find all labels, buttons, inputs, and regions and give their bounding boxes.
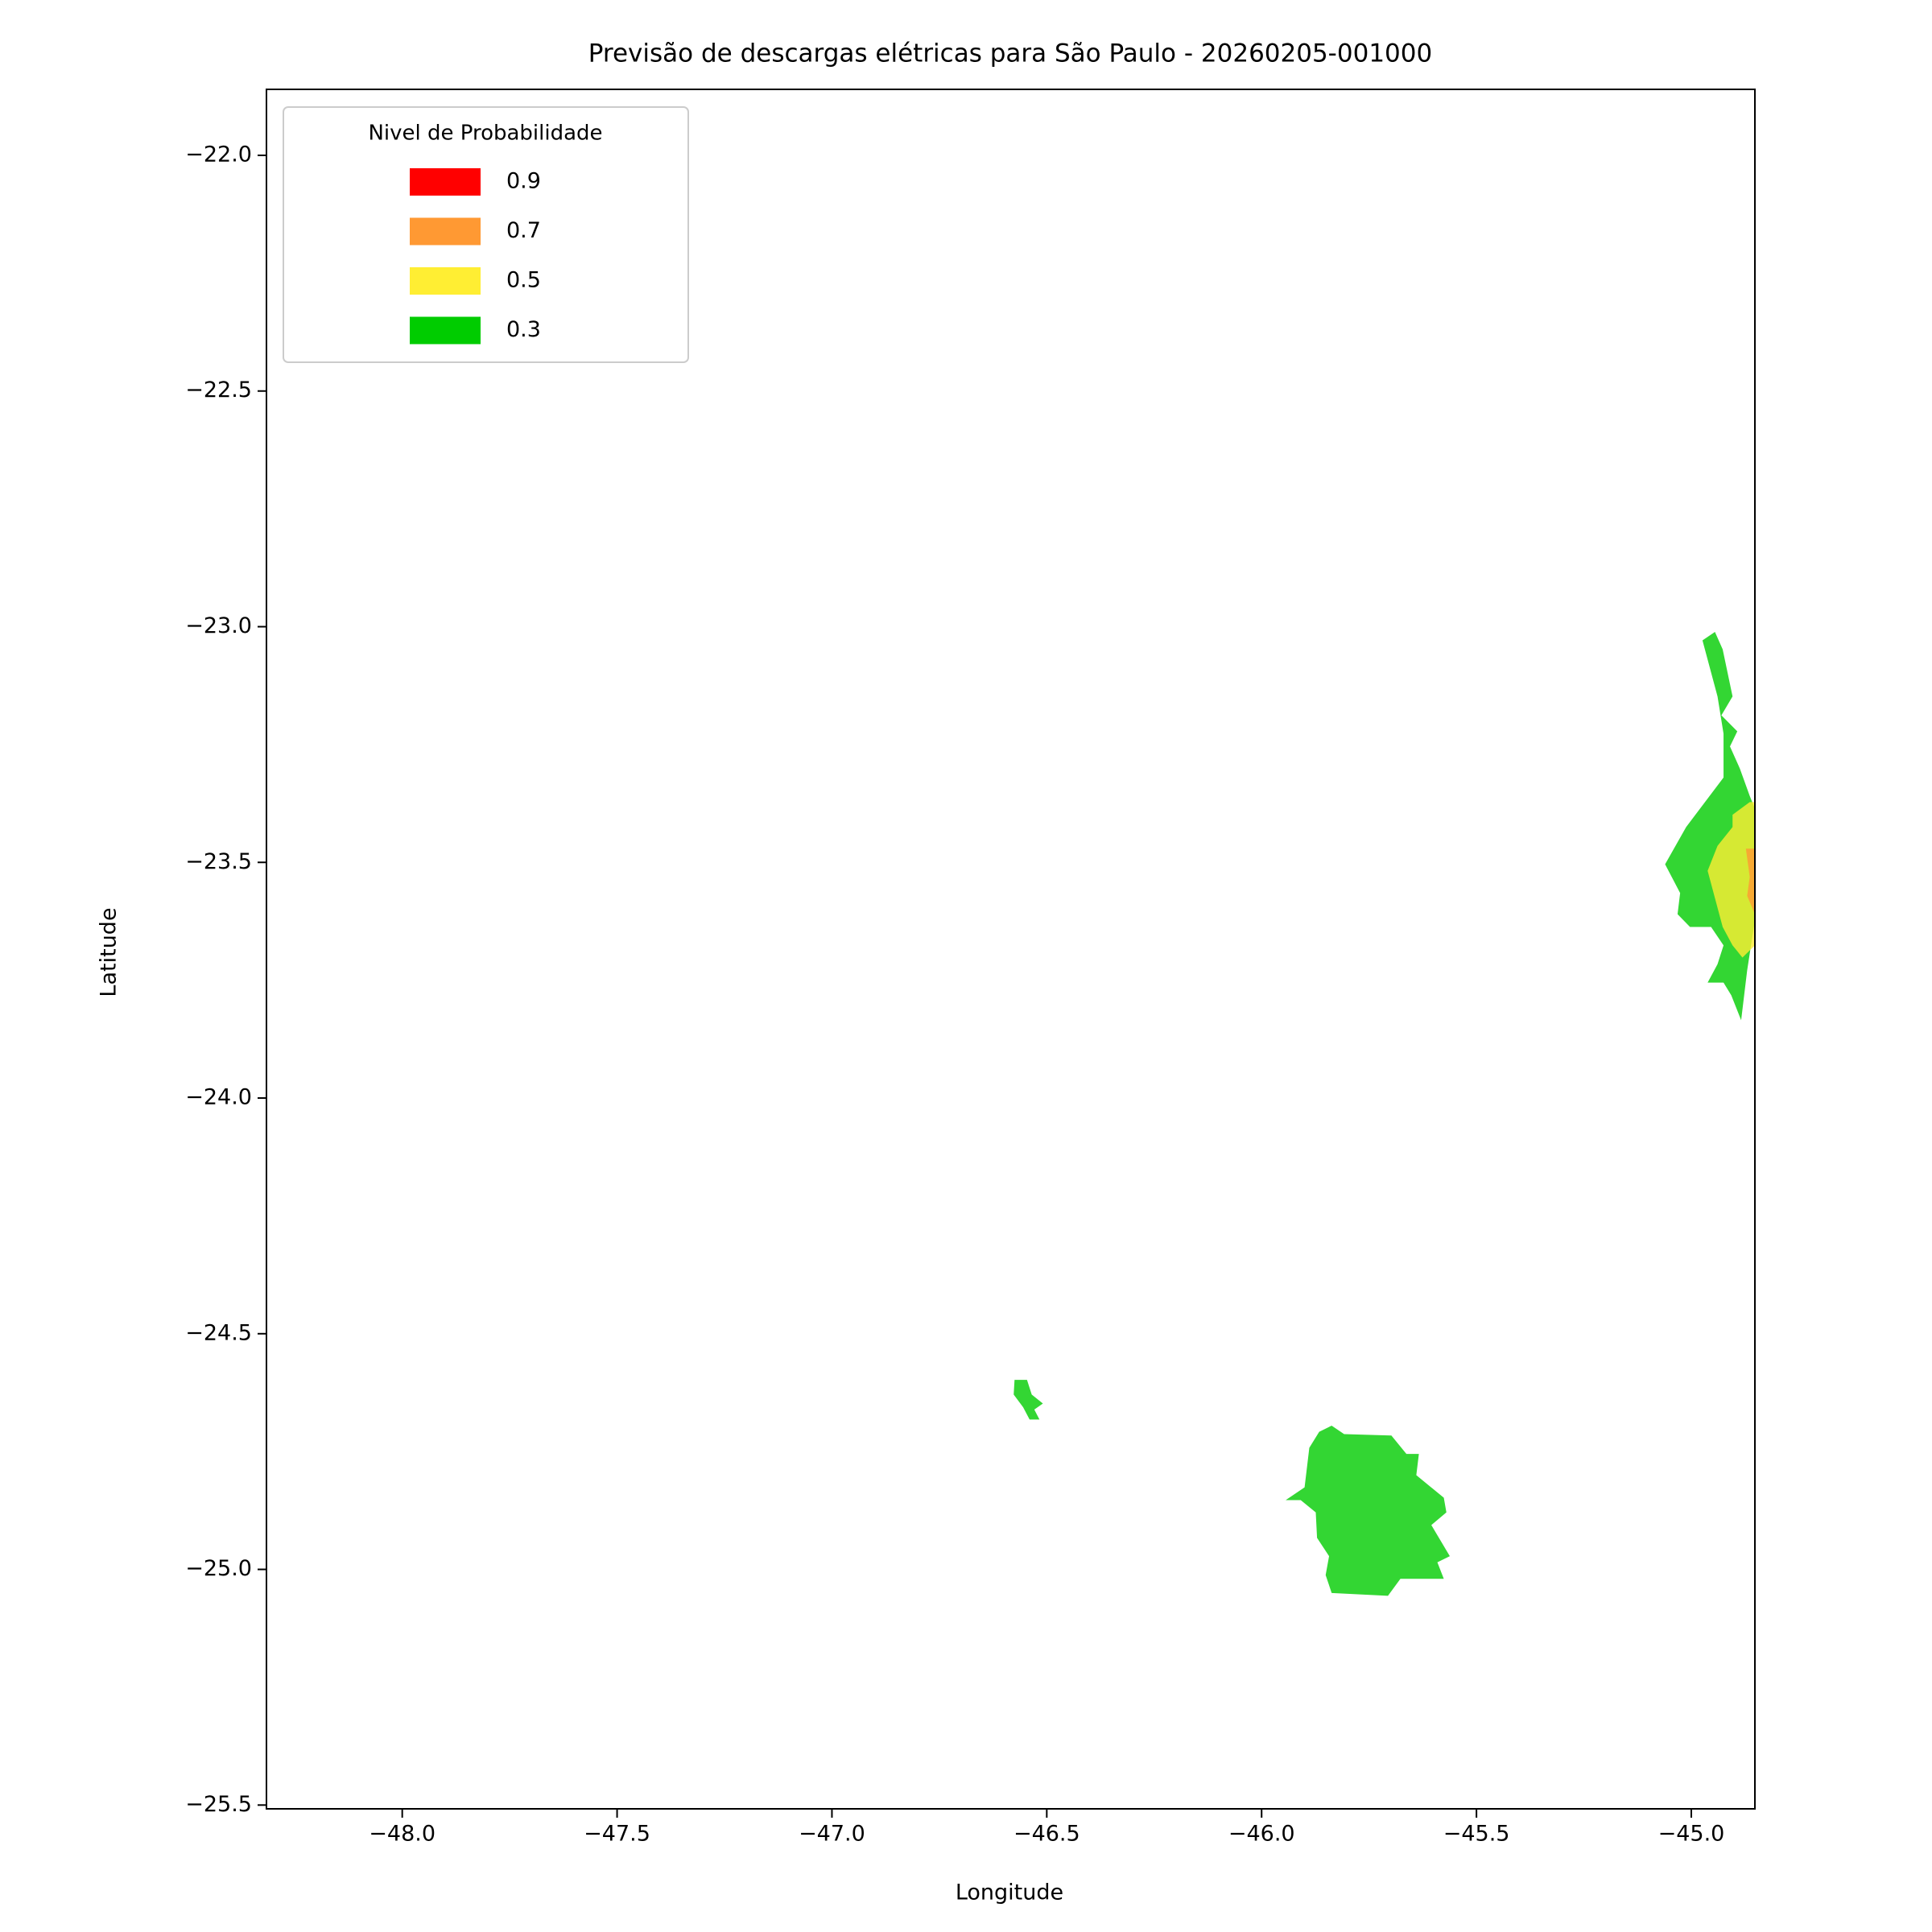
- x-tick-label: −48.0: [369, 1822, 436, 1847]
- legend: Nivel de Probabilidade 0.9 0.7 0.5 0.3: [283, 106, 689, 363]
- legend-swatch: [410, 217, 481, 246]
- x-tick-label: −45.0: [1658, 1822, 1725, 1847]
- y-tick-label: −22.0: [185, 142, 252, 167]
- legend-label: 0.9: [506, 169, 541, 194]
- legend-box: [283, 106, 689, 363]
- contour-region: [1745, 848, 1755, 914]
- y-tick-label: −24.5: [185, 1320, 252, 1345]
- legend-swatch: [410, 316, 481, 345]
- contour-region: [1013, 1380, 1043, 1420]
- contour-region: [1707, 802, 1755, 958]
- legend-label: 0.3: [506, 317, 541, 342]
- legend-swatch: [410, 168, 481, 196]
- contour-region: [1286, 1425, 1451, 1596]
- y-tick-label: −22.5: [185, 378, 252, 402]
- y-tick-label: −24.0: [185, 1085, 252, 1110]
- chart-title: Previsão de descargas elétricas para São…: [588, 39, 1432, 68]
- legend-swatch: [410, 267, 481, 295]
- x-tick-label: −46.0: [1228, 1822, 1295, 1847]
- x-tick-label: −47.0: [799, 1822, 865, 1847]
- y-tick-label: −23.0: [185, 613, 252, 638]
- x-tick-label: −46.5: [1013, 1822, 1080, 1847]
- x-tick-label: −45.5: [1443, 1822, 1510, 1847]
- y-tick-label: −25.5: [185, 1792, 252, 1817]
- legend-title: Nivel de Probabilidade: [368, 122, 602, 146]
- plot-area: [1013, 631, 1755, 1596]
- legend-label: 0.5: [506, 268, 541, 293]
- axes-frame: [266, 89, 1756, 1810]
- y-axis-label: Latitude: [97, 907, 122, 997]
- legend-label: 0.7: [506, 218, 541, 243]
- y-tick-label: −25.0: [185, 1556, 252, 1581]
- x-tick-label: −47.5: [584, 1822, 650, 1847]
- x-axis-label: Longitude: [956, 1880, 1063, 1905]
- y-tick-label: −23.5: [185, 849, 252, 874]
